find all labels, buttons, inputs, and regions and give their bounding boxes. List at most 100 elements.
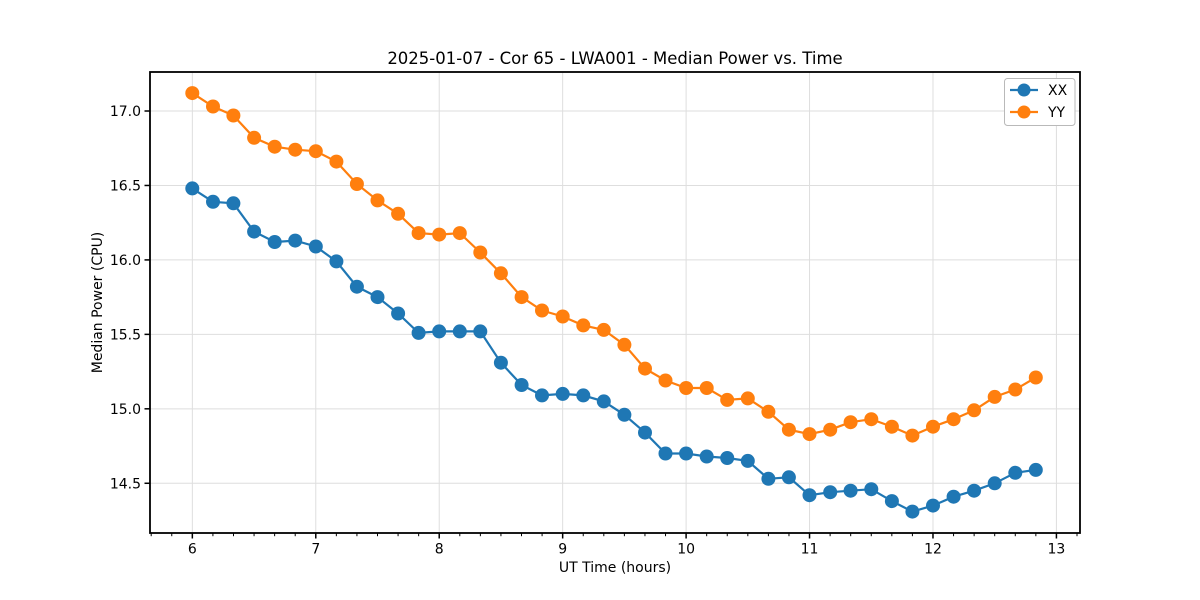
- series-YY-marker: [658, 373, 673, 388]
- series-YY-marker: [967, 403, 982, 418]
- series-XX-marker: [1028, 462, 1043, 477]
- legend-marker-sample: [1017, 105, 1031, 119]
- series-XX-marker: [617, 407, 632, 422]
- series-YY-marker: [864, 412, 879, 427]
- series-YY-marker: [432, 227, 447, 242]
- x-axis-label: UT Time (hours): [559, 560, 671, 576]
- series-YY-marker: [514, 290, 529, 305]
- series-XX-marker: [679, 446, 694, 461]
- series-XX-marker: [247, 224, 262, 239]
- series-XX-marker: [226, 196, 241, 211]
- series-XX-marker: [391, 306, 406, 321]
- axes-box: [149, 71, 1081, 534]
- series-XX-marker: [308, 239, 323, 254]
- series-XX-marker: [452, 324, 467, 339]
- series-YY-marker: [596, 322, 611, 337]
- y-tick-label: 16.5: [110, 178, 141, 194]
- x-tick-label: 12: [924, 542, 942, 558]
- series-XX-marker: [288, 233, 303, 248]
- series-XX-marker: [267, 235, 282, 249]
- series-XX-marker: [555, 386, 570, 401]
- x-tick-label: 13: [1048, 542, 1066, 558]
- series-XX-marker: [329, 254, 344, 269]
- series-YY-marker: [679, 381, 694, 395]
- series-XX-marker: [370, 290, 385, 305]
- series-XX-marker: [473, 324, 488, 339]
- series-XX-marker: [740, 453, 755, 468]
- series-XX-marker: [720, 451, 735, 465]
- series-YY-marker: [576, 318, 591, 333]
- legend-label: XX: [1048, 83, 1068, 99]
- series-YY-marker: [493, 266, 508, 281]
- series-YY-marker: [452, 226, 467, 241]
- series-XX-markers: [185, 181, 1043, 519]
- series-YY-marker: [411, 226, 426, 241]
- y-tick-label: 14.5: [110, 476, 141, 492]
- series-YY-marker: [535, 303, 549, 318]
- series-XX-marker: [349, 279, 364, 294]
- series-XX-marker: [596, 394, 611, 409]
- series-XX-marker: [802, 488, 817, 503]
- series-XX-marker: [761, 471, 776, 486]
- series-YY-marker: [391, 206, 406, 221]
- y-tick-label: 15.5: [110, 327, 141, 343]
- series-YY-marker: [370, 193, 385, 208]
- series-YY-marker: [905, 428, 920, 443]
- series-YY-marker: [473, 245, 488, 260]
- series-YY-marker: [617, 337, 632, 352]
- series-YY-marker: [638, 361, 652, 376]
- series-XX-marker: [884, 494, 899, 509]
- series-YY-marker: [267, 139, 282, 154]
- series-YY-marker: [555, 309, 570, 324]
- series-XX-marker: [658, 446, 673, 461]
- series-XX-marker: [514, 378, 529, 392]
- y-tick-label: 16.0: [110, 253, 141, 269]
- series-XX-marker: [781, 470, 796, 485]
- series-YY-marker: [720, 392, 735, 407]
- series-XX-marker: [823, 485, 838, 500]
- series-YY-marker: [843, 415, 858, 430]
- series-XX-marker: [493, 355, 508, 370]
- series-XX-marker: [864, 482, 879, 497]
- series-YY-marker: [740, 391, 755, 406]
- series-XX-marker: [411, 325, 426, 340]
- series-XX-marker: [699, 449, 714, 464]
- series-YY-marker: [761, 404, 776, 419]
- series-XX-marker: [987, 476, 1002, 491]
- series-XX-marker: [843, 483, 858, 498]
- series-YY-marker: [247, 130, 262, 145]
- series-YY-markers: [185, 86, 1043, 443]
- legend-marker-sample: [1017, 83, 1031, 97]
- series-YY-marker: [206, 99, 220, 114]
- series-YY-marker: [349, 177, 364, 191]
- series-YY-marker: [823, 422, 838, 437]
- y-tick-label: 15.0: [110, 402, 141, 418]
- series-XX-marker: [946, 489, 961, 504]
- series-YY-marker: [926, 419, 940, 434]
- series-YY-marker: [884, 419, 899, 434]
- series-YY-marker: [185, 86, 200, 101]
- y-axis-label: Median Power (CPU): [90, 232, 106, 374]
- x-tick-label: 10: [677, 542, 695, 558]
- series-XX-marker: [576, 388, 591, 403]
- series-XX-marker: [905, 504, 920, 519]
- chart-title: 2025-01-07 - Cor 65 - LWA001 - Median Po…: [387, 49, 842, 68]
- series-XX-marker: [1008, 465, 1023, 480]
- x-tick-label: 7: [311, 542, 320, 558]
- y-tick-label: 17.0: [110, 104, 141, 120]
- series-XX-marker: [185, 181, 200, 196]
- x-tick-label: 11: [801, 542, 819, 558]
- x-tick-label: 8: [435, 542, 444, 558]
- series-YY-marker: [781, 422, 796, 437]
- series-YY-marker: [329, 154, 344, 169]
- series-YY-marker: [288, 142, 303, 157]
- series-YY-marker: [1028, 370, 1043, 385]
- legend: XX YY: [1004, 78, 1076, 126]
- series-YY-marker: [226, 108, 241, 123]
- series-YY-marker: [802, 427, 817, 442]
- series-YY-marker: [987, 389, 1002, 404]
- series-XX-marker: [638, 425, 652, 440]
